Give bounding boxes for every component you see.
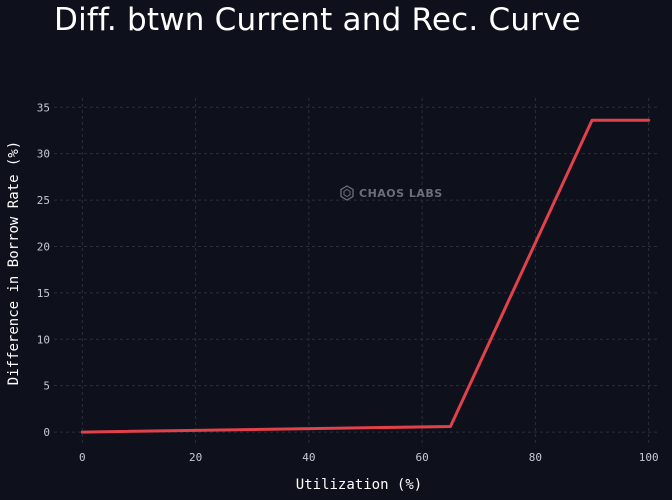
- y-tick-label: 35: [37, 101, 50, 114]
- x-tick-label: 100: [639, 451, 659, 464]
- y-tick-label: 20: [37, 240, 50, 253]
- watermark-text: CHAOS LABS: [359, 187, 443, 200]
- y-axis-title: Difference in Borrow Rate (%): [6, 141, 22, 385]
- chart-title: Diff. btwn Current and Rec. Curve: [54, 2, 581, 38]
- y-tick-label: 5: [43, 380, 50, 393]
- y-tick-label: 30: [37, 148, 50, 161]
- x-tick-label: 60: [416, 451, 429, 464]
- grid-lines: [54, 98, 660, 446]
- tick-labels: 0 20 40 60 80 100 0 5 10 15 20 25 30 35: [37, 101, 659, 464]
- y-tick-label: 15: [37, 287, 50, 300]
- y-tick-label: 25: [37, 194, 50, 207]
- x-tick-label: 40: [302, 451, 315, 464]
- y-tick-label: 10: [37, 333, 50, 346]
- series-layer: [80, 118, 651, 434]
- chaos-labs-logo-icon: [340, 185, 354, 201]
- x-tick-label: 80: [529, 451, 542, 464]
- series-line: [80, 118, 651, 434]
- x-tick-label: 0: [79, 451, 86, 464]
- x-tick-label: 20: [189, 451, 202, 464]
- watermark: CHAOS LABS: [340, 185, 443, 201]
- y-tick-label: 0: [43, 426, 50, 439]
- x-axis-title: Utilization (%): [296, 477, 422, 493]
